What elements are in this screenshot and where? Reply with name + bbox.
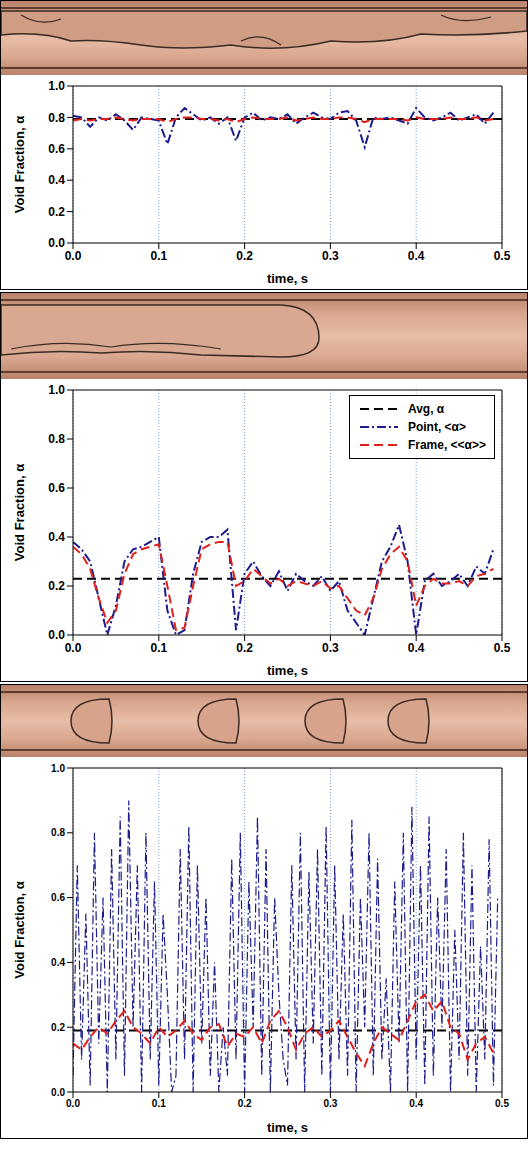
svg-text:0.6: 0.6 [48,481,65,495]
svg-text:Void Fraction, α: Void Fraction, α [12,464,27,561]
svg-text:0.0: 0.0 [65,249,82,263]
svg-text:0.5: 0.5 [494,641,511,655]
svg-text:Void Fraction, α: Void Fraction, α [12,881,27,978]
svg-text:0.3: 0.3 [322,249,339,263]
svg-text:0.2: 0.2 [236,641,253,655]
svg-text:0.2: 0.2 [48,205,65,219]
svg-text:0.2: 0.2 [236,249,253,263]
svg-text:1.0: 1.0 [51,763,65,774]
svg-text:0.4: 0.4 [48,530,65,544]
svg-text:0.1: 0.1 [150,249,167,263]
svg-text:0.0: 0.0 [48,236,65,250]
svg-text:0.0: 0.0 [66,1098,80,1109]
svg-text:0.8: 0.8 [48,111,65,125]
svg-text:0.4: 0.4 [408,641,425,655]
svg-text:Void Fraction, α: Void Fraction, α [12,116,27,213]
svg-text:0.5: 0.5 [495,1098,509,1109]
svg-text:0.0: 0.0 [51,1087,65,1098]
svg-text:time, s: time, s [267,271,308,286]
svg-text:0.5: 0.5 [494,249,511,263]
html-text:Avg, α: Avg, α [407,402,445,416]
html-text:Point, <α>: Point, <α> [407,420,466,434]
svg-text:0.2: 0.2 [48,579,65,593]
svg-text:1.0: 1.0 [48,383,65,397]
svg-text:0.4: 0.4 [409,1098,423,1109]
svg-text:0.3: 0.3 [322,641,339,655]
svg-text:0.2: 0.2 [51,1022,65,1033]
svg-text:0.0: 0.0 [65,641,82,655]
svg-text:0.4: 0.4 [408,249,425,263]
svg-text:time, s: time, s [267,1120,308,1135]
svg-text:0.8: 0.8 [48,432,65,446]
svg-text:0.4: 0.4 [51,957,65,968]
svg-text:0.6: 0.6 [51,892,65,903]
svg-text:1.0: 1.0 [48,79,65,93]
html-text:Frame, <<α>>: Frame, <<α>> [407,438,486,452]
svg-text:0.2: 0.2 [238,1098,252,1109]
svg-text:0.1: 0.1 [150,641,167,655]
svg-text:time, s: time, s [267,663,308,678]
svg-text:0.3: 0.3 [323,1098,337,1109]
svg-text:0.1: 0.1 [152,1098,166,1109]
svg-text:0.6: 0.6 [48,142,65,156]
svg-text:0.0: 0.0 [48,628,65,642]
svg-text:0.4: 0.4 [48,173,65,187]
svg-text:0.8: 0.8 [51,827,65,838]
